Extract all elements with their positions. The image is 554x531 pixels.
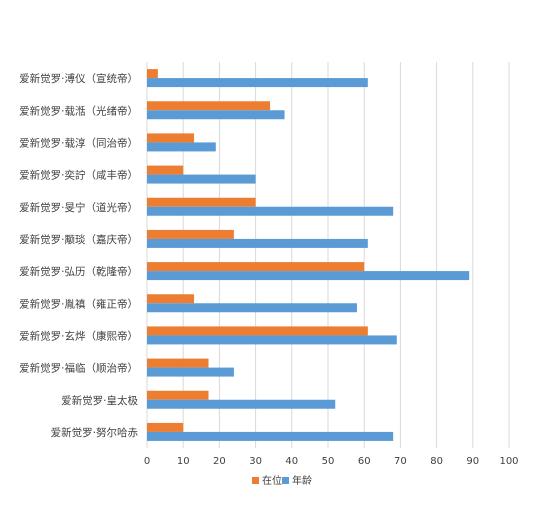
bar-reign: [147, 358, 209, 368]
bar-age: [147, 367, 234, 377]
x-tick-label: 70: [394, 456, 407, 467]
x-tick-label: 80: [430, 456, 443, 467]
category-label: 爱新觉罗·玄烨（康熙帝）: [19, 329, 138, 342]
bar-age: [147, 399, 336, 409]
x-tick-label: 60: [358, 456, 371, 467]
bar-age: [147, 78, 368, 88]
legend-label: 年龄: [292, 474, 312, 487]
bar-reign: [147, 197, 256, 207]
bar-age: [147, 431, 394, 441]
bar-age: [147, 206, 394, 216]
bar-reign: [147, 165, 184, 175]
bar-age: [147, 271, 470, 281]
bar-age: [147, 174, 256, 184]
bar-reign: [147, 133, 195, 143]
legend-label: 在位: [262, 474, 282, 487]
bar-reign: [147, 294, 195, 304]
bar-reign: [147, 262, 365, 272]
category-label: 爱新觉罗·皇太极: [61, 394, 138, 407]
category-label: 爱新觉罗·载湉（光绪帝）: [19, 104, 138, 117]
bar-age: [147, 335, 397, 345]
bars: [147, 69, 470, 441]
bar-reign: [147, 229, 234, 239]
category-label: 爱新觉罗·胤禛（雍正帝）: [19, 297, 138, 310]
category-label: 爱新觉罗·旻宁（道光帝）: [19, 201, 138, 214]
x-tick-label: 100: [499, 456, 518, 467]
x-tick-label: 30: [249, 456, 262, 467]
bar-age: [147, 142, 216, 152]
category-label: 爱新觉罗·载淳（同治帝）: [19, 136, 138, 149]
category-label: 爱新觉罗·努尔哈赤: [51, 426, 139, 439]
bar-reign: [147, 69, 158, 79]
category-label: 爱新觉罗·福临（顺治帝）: [19, 362, 138, 375]
bar-reign: [147, 326, 368, 336]
x-tick-label: 90: [466, 456, 479, 467]
category-label: 爱新觉罗·溥仪（宣统帝）: [19, 72, 138, 85]
category-label: 爱新觉罗·弘历（乾隆帝）: [19, 265, 138, 278]
category-label: 爱新觉罗·颙琰（嘉庆帝）: [19, 233, 138, 246]
x-tick-label: 20: [213, 456, 226, 467]
bar-age: [147, 303, 357, 313]
bar-reign: [147, 422, 184, 432]
category-labels: 爱新觉罗·溥仪（宣统帝） 爱新觉罗·载湉（光绪帝） 爱新觉罗·载淳（同治帝） 爱新觉罗…: [19, 72, 138, 439]
bar-reign: [147, 390, 209, 400]
bar-reign: [147, 101, 271, 111]
x-tick-label: 10: [177, 456, 190, 467]
bar-age: [147, 110, 285, 120]
x-tick-label: 50: [322, 456, 335, 467]
x-tick-label: 40: [285, 456, 298, 467]
x-tick-label: 0: [144, 456, 150, 467]
x-axis-ticks: 0 10 20 30 40 50 60 70 80 90 100: [144, 456, 519, 467]
legend-swatch: [282, 477, 289, 484]
legend-swatch: [252, 477, 259, 484]
legend: 在位 年龄: [252, 474, 312, 487]
gridlines: [146, 62, 510, 448]
category-label: 爱新觉罗·奕詝（咸丰帝）: [19, 169, 138, 182]
bar-age: [147, 238, 368, 248]
